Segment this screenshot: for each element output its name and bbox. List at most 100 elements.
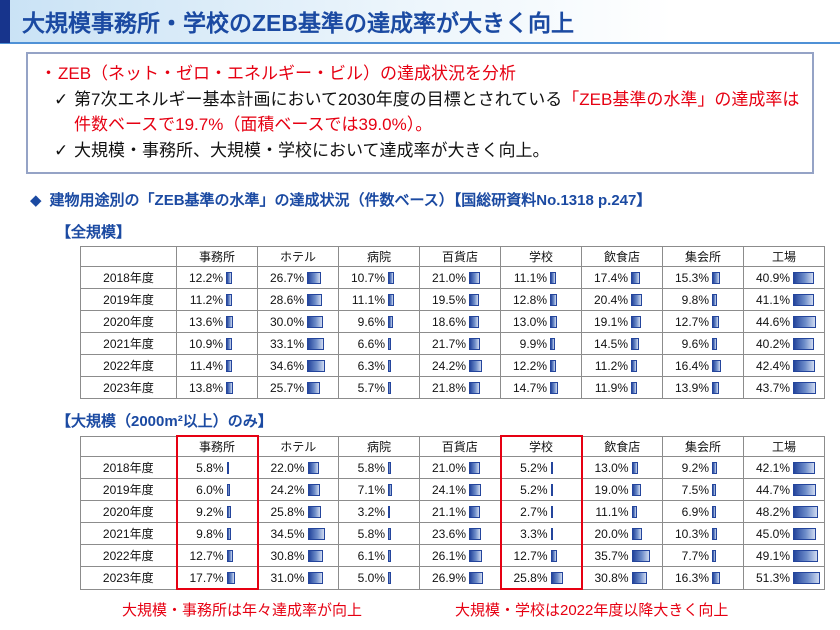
cell-value: 20.0% bbox=[594, 526, 629, 541]
cell-value: 48.2% bbox=[755, 504, 790, 519]
cell-value: 25.8% bbox=[513, 570, 548, 585]
cell-value: 31.0% bbox=[270, 570, 305, 585]
row-label: 2023年度 bbox=[80, 566, 177, 590]
bar-track bbox=[388, 527, 415, 540]
data-cell: 6.9% bbox=[662, 500, 744, 523]
data-cell: 13.9% bbox=[662, 376, 744, 399]
data-bar bbox=[469, 527, 482, 540]
table-large-scale: 事務所 ホテル 病院 百貨店 学校 飲食店 集会所 工場 2018年度 5.8% 22.0% 5.8%… bbox=[80, 435, 825, 590]
cell-value: 30.0% bbox=[269, 314, 304, 329]
cell-value: 16.3% bbox=[674, 570, 709, 585]
data-cell: 34.6% bbox=[257, 354, 339, 377]
cell-value: 11.1% bbox=[595, 504, 629, 519]
bar-track bbox=[793, 549, 820, 562]
cell-value: 6.3% bbox=[357, 358, 385, 373]
data-bar bbox=[712, 527, 718, 540]
bar-track bbox=[712, 359, 739, 372]
cell-value: 6.6% bbox=[357, 336, 385, 351]
cell-value: 7.1% bbox=[357, 482, 385, 497]
data-bar bbox=[793, 337, 814, 350]
data-cell: 7.1% bbox=[338, 478, 420, 501]
data-cell: 25.8% bbox=[257, 500, 339, 523]
data-cell: 31.0% bbox=[257, 566, 339, 590]
bar-track bbox=[631, 381, 658, 394]
bar-track bbox=[550, 549, 577, 562]
data-cell: 40.9% bbox=[743, 266, 825, 289]
data-cell: 20.0% bbox=[581, 522, 663, 545]
data-bar bbox=[712, 381, 720, 394]
data-cell: 5.2% bbox=[499, 456, 583, 479]
check1-red-text: 「ZEB基準の水準」の達成率は件数ベースで19.7%（面積ベースでは39.0%）… bbox=[74, 89, 800, 135]
cell-value: 5.8% bbox=[196, 460, 224, 475]
cell-value: 42.1% bbox=[755, 460, 790, 475]
row-label: 2019年度 bbox=[80, 478, 177, 501]
cell-value: 21.8% bbox=[431, 380, 466, 395]
bar-track bbox=[469, 337, 496, 350]
bar-track bbox=[712, 549, 739, 562]
data-cell: 11.9% bbox=[581, 376, 663, 399]
data-cell: 34.5% bbox=[257, 522, 339, 545]
data-cell: 30.8% bbox=[581, 566, 663, 590]
bar-track bbox=[712, 337, 739, 350]
row-label: 2021年度 bbox=[80, 332, 177, 355]
data-cell: 9.8% bbox=[662, 288, 744, 311]
column-header: 飲食店 bbox=[581, 435, 663, 457]
bar-track bbox=[793, 571, 820, 584]
data-bar bbox=[226, 483, 230, 496]
data-cell: 21.7% bbox=[419, 332, 501, 355]
column-header: 工場 bbox=[743, 435, 825, 457]
summary-check-line-1: ✓ 第7次エネルギー基本計画において2030年度の目標とされている「ZEB基準の… bbox=[40, 87, 800, 138]
data-cell: 12.8% bbox=[500, 288, 582, 311]
data-bar bbox=[631, 337, 639, 350]
column-header: 事務所 bbox=[176, 246, 258, 267]
table-block-all-sizes: 【全規模】 事務所 ホテル 病院 百貨店 学校 飲食店 集会所 工場 2018年度 12.2% 26… bbox=[0, 221, 840, 399]
data-bar bbox=[226, 381, 234, 394]
data-cell: 11.1% bbox=[581, 500, 663, 523]
data-cell: 6.0% bbox=[175, 478, 259, 501]
cell-value: 40.2% bbox=[755, 336, 790, 351]
data-cell: 18.6% bbox=[419, 310, 501, 333]
row-label: 2022年度 bbox=[80, 544, 177, 567]
title-bar: 大規模事務所・学校のZEB基準の達成率が大きく向上 bbox=[0, 0, 840, 44]
cell-value: 19.5% bbox=[431, 292, 466, 307]
data-bar bbox=[712, 337, 717, 350]
cell-value: 19.1% bbox=[593, 314, 628, 329]
data-cell: 19.1% bbox=[581, 310, 663, 333]
data-cell: 12.7% bbox=[499, 544, 583, 567]
data-cell: 9.8% bbox=[175, 522, 259, 545]
cell-value: 24.2% bbox=[270, 482, 305, 497]
bar-track bbox=[793, 527, 820, 540]
data-bar bbox=[469, 549, 483, 562]
data-cell: 30.8% bbox=[257, 544, 339, 567]
data-cell: 15.3% bbox=[662, 266, 744, 289]
data-cell: 11.2% bbox=[176, 288, 258, 311]
data-bar bbox=[631, 505, 638, 518]
cell-value: 9.6% bbox=[681, 336, 709, 351]
cell-value: 17.7% bbox=[189, 570, 224, 585]
data-bar bbox=[388, 315, 393, 328]
cell-value: 26.1% bbox=[431, 548, 466, 563]
data-bar bbox=[631, 293, 642, 306]
data-cell: 26.7% bbox=[257, 266, 339, 289]
cell-value: 30.8% bbox=[594, 570, 629, 585]
bar-track bbox=[226, 359, 253, 372]
data-bar bbox=[631, 461, 639, 474]
bar-track bbox=[793, 359, 820, 372]
bar-track bbox=[469, 381, 496, 394]
data-bar bbox=[388, 483, 392, 496]
bar-track bbox=[550, 337, 577, 350]
cell-value: 5.2% bbox=[520, 460, 548, 475]
bar-track bbox=[793, 461, 820, 474]
data-bar bbox=[226, 571, 236, 584]
data-bar bbox=[388, 549, 392, 562]
cell-value: 11.4% bbox=[189, 358, 223, 373]
data-cell: 5.8% bbox=[338, 522, 420, 545]
data-cell: 26.9% bbox=[419, 566, 501, 590]
cell-value: 24.1% bbox=[431, 482, 466, 497]
data-bar bbox=[550, 483, 554, 496]
data-cell: 21.8% bbox=[419, 376, 501, 399]
bar-track bbox=[550, 571, 577, 584]
bar-track bbox=[388, 293, 415, 306]
column-header: 工場 bbox=[743, 246, 825, 267]
data-cell: 10.7% bbox=[338, 266, 420, 289]
